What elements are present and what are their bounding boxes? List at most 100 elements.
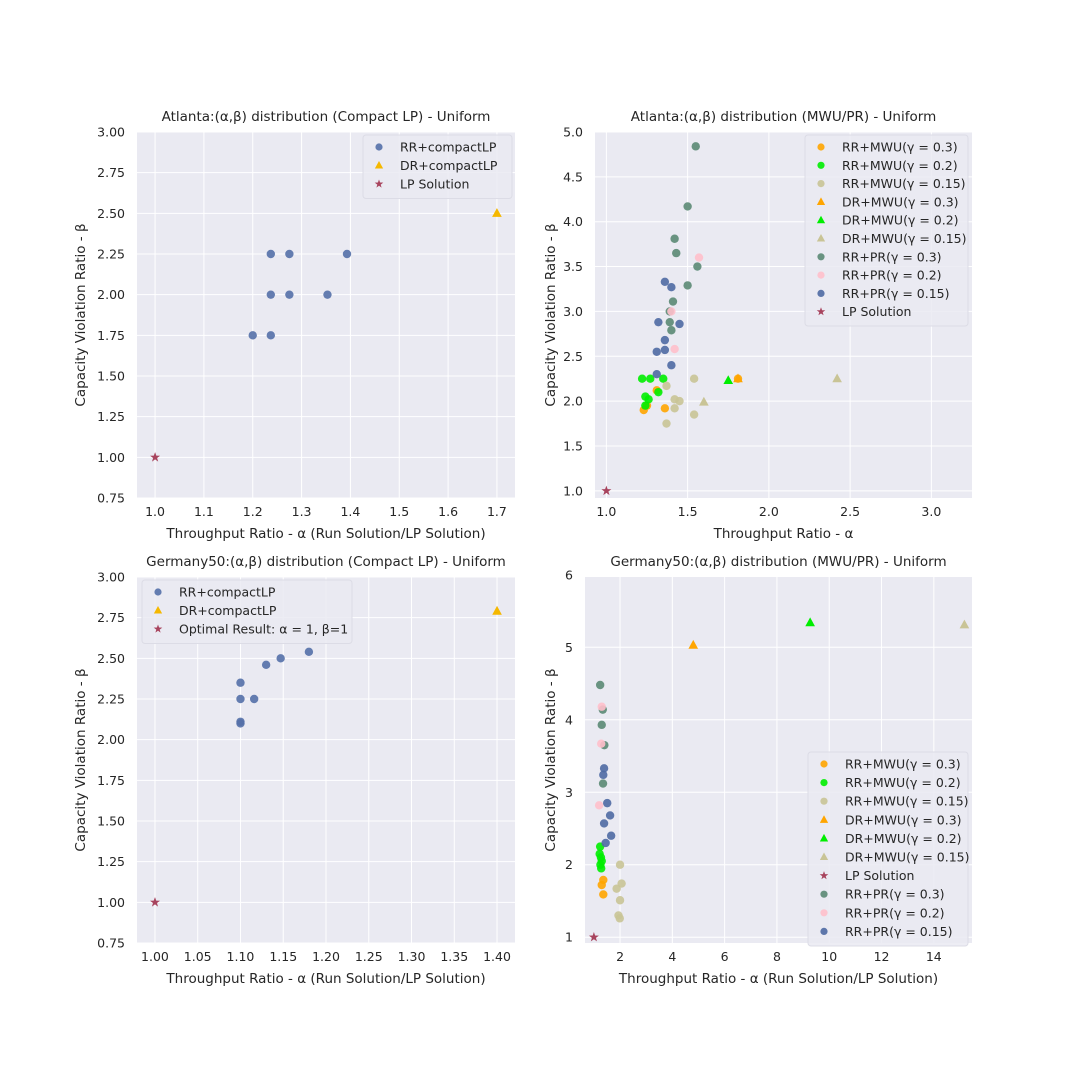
x-tick-label: 1.4 — [340, 504, 360, 519]
x-tick-label: 3.0 — [921, 504, 941, 519]
legend-marker — [820, 927, 828, 936]
legend-entry: DR+MWU(γ = 0.2) — [845, 831, 962, 846]
data-point — [667, 361, 676, 370]
y-tick-label: 1.50 — [97, 369, 125, 384]
legend-entry: RR+PR(γ = 0.3) — [842, 249, 942, 264]
data-point — [675, 319, 684, 329]
legend-entry: RR+MWU(γ = 0.15) — [845, 794, 969, 809]
x-tick-label: 1.35 — [440, 949, 468, 964]
legend-marker — [374, 161, 384, 169]
data-point — [615, 896, 625, 905]
legend-entry: DR+MWU(γ = 0.15) — [842, 231, 966, 246]
x-tick-label: 2.5 — [840, 504, 860, 519]
data-point — [652, 370, 661, 379]
subplot-1: 1.0 1.1 1.2 1.3 1.4 1.5 1.6 1.7 0.75 1.00 1.25 1.50… — [73, 109, 515, 542]
data-point — [733, 373, 743, 383]
data-point — [615, 860, 625, 869]
legend-marker — [154, 588, 162, 596]
data-point — [236, 694, 245, 704]
data-point — [249, 694, 259, 704]
legend-marker — [820, 890, 828, 898]
data-point — [323, 290, 332, 299]
legend-marker — [817, 253, 825, 261]
x-axis-label: Throughput Ratio - α (Run Solution/LP So… — [165, 526, 485, 542]
data-point — [670, 344, 679, 354]
data-point — [659, 374, 668, 383]
data-point — [285, 290, 294, 299]
data-point — [683, 202, 692, 211]
data-point — [605, 811, 615, 820]
data-point — [689, 410, 699, 419]
chart-title: Germany50:(α,β) distribution (Compact LP… — [146, 554, 506, 570]
data-point — [588, 932, 599, 942]
x-tick-label: 1.15 — [269, 949, 297, 964]
y-tick-label: 4.0 — [563, 214, 583, 229]
data-point — [597, 702, 606, 711]
legend-entry: Optimal Result: α = 1, β=1 — [179, 622, 348, 637]
legend-entry: DR+MWU(γ = 0.2) — [842, 213, 959, 228]
data-point — [612, 884, 621, 893]
x-axis-label: Throughput Ratio - α — [713, 526, 854, 542]
data-point — [667, 326, 676, 335]
x-tick-label: 1.40 — [483, 949, 511, 964]
data-point — [248, 331, 257, 340]
data-point — [601, 838, 610, 848]
y-tick-label: 0.75 — [97, 936, 125, 951]
data-point — [805, 617, 815, 627]
x-tick-label: 1.7 — [487, 504, 507, 519]
legend-marker — [817, 289, 825, 297]
x-tick-label: 1.30 — [398, 949, 426, 964]
data-point — [597, 864, 606, 873]
y-tick-label: 1.0 — [563, 483, 583, 498]
data-point — [660, 335, 670, 345]
legend-marker — [817, 180, 825, 188]
y-tick-label: 5 — [565, 640, 573, 655]
data-point — [492, 605, 502, 615]
data-point — [492, 208, 502, 217]
x-tick-label: 2 — [616, 949, 624, 964]
x-tick-label: 1.1 — [194, 504, 214, 519]
data-point — [599, 819, 609, 828]
data-point — [266, 290, 276, 299]
y-tick-label: 1 — [565, 930, 573, 945]
legend-marker — [153, 606, 163, 614]
legend-marker — [819, 871, 829, 880]
legend-entry: RR+MWU(γ = 0.2) — [842, 158, 958, 173]
legend-marker — [816, 234, 826, 242]
data-point — [689, 374, 699, 383]
data-point — [595, 680, 605, 690]
legend-marker — [816, 197, 826, 205]
data-point — [644, 395, 653, 404]
legend-marker — [153, 624, 163, 633]
data-point — [601, 485, 612, 496]
x-tick-label: 1.5 — [389, 504, 409, 519]
data-point — [615, 914, 624, 923]
y-tick-label: 1.25 — [97, 409, 125, 424]
y-tick-label: 3.0 — [563, 304, 583, 319]
y-tick-label: 1.75 — [97, 328, 125, 343]
legend-marker — [817, 143, 825, 151]
x-tick-label: 6 — [721, 949, 729, 964]
data-point — [261, 660, 271, 670]
data-point — [641, 401, 650, 410]
legend-marker — [817, 161, 825, 169]
data-point — [150, 897, 160, 907]
data-point — [665, 317, 674, 327]
x-tick-label: 1.6 — [438, 504, 458, 519]
y-tick-label: 2.75 — [97, 165, 125, 180]
data-point — [670, 234, 679, 243]
legend-entry: LP Solution — [845, 868, 914, 883]
legend-marker — [816, 307, 826, 316]
data-point — [637, 374, 647, 383]
data-point — [236, 717, 245, 726]
data-point — [599, 764, 609, 773]
data-point — [683, 281, 692, 290]
x-tick-label: 1.10 — [227, 949, 255, 964]
x-tick-label: 4 — [668, 949, 676, 964]
legend-box — [362, 134, 513, 199]
data-point — [150, 452, 161, 462]
legend-entry: DR+MWU(γ = 0.3) — [845, 812, 962, 827]
data-point — [304, 647, 314, 657]
data-point — [667, 307, 676, 316]
legend-entry: RR+compactLP — [179, 585, 276, 600]
